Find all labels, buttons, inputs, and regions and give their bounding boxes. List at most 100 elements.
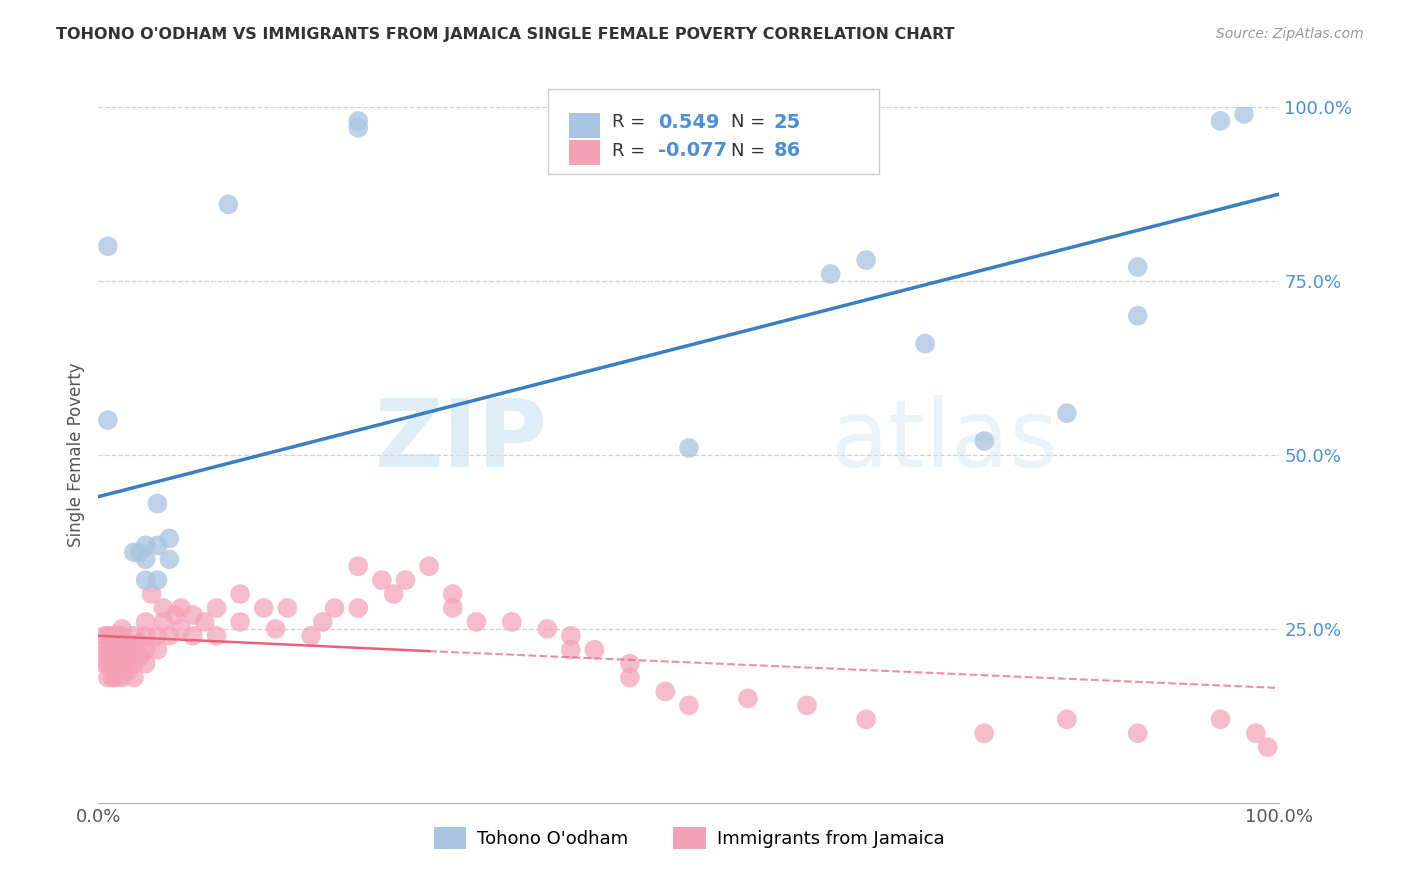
Text: Source: ZipAtlas.com: Source: ZipAtlas.com — [1216, 27, 1364, 41]
Point — [111, 622, 134, 636]
Point — [157, 532, 180, 546]
Point — [394, 573, 416, 587]
Point — [737, 691, 759, 706]
Text: atlas: atlas — [831, 395, 1059, 487]
Point — [111, 629, 134, 643]
Point — [101, 642, 124, 657]
Point — [105, 671, 128, 685]
Point — [1126, 309, 1149, 323]
Point — [276, 601, 298, 615]
Point — [108, 649, 131, 664]
Point — [97, 657, 120, 671]
Point — [619, 657, 641, 671]
Point — [146, 497, 169, 511]
Point — [382, 587, 405, 601]
Point — [165, 607, 187, 622]
Text: N =: N = — [731, 113, 770, 131]
Point — [101, 671, 124, 685]
Point — [146, 538, 169, 552]
Point — [323, 601, 346, 615]
Point — [152, 615, 174, 629]
Point — [501, 615, 523, 629]
Point — [128, 545, 150, 559]
Point — [117, 664, 139, 678]
Point — [253, 601, 276, 615]
Point — [105, 629, 128, 643]
Point — [1233, 107, 1256, 121]
Point — [111, 671, 134, 685]
Point — [117, 636, 139, 650]
Point — [1257, 740, 1279, 755]
Point — [122, 657, 145, 671]
Point — [1056, 406, 1078, 420]
Point — [97, 671, 120, 685]
Point — [135, 642, 157, 657]
Point — [855, 253, 877, 268]
Point — [418, 559, 440, 574]
Point — [97, 413, 120, 427]
Point — [111, 642, 134, 657]
Point — [1126, 260, 1149, 274]
Point — [217, 197, 239, 211]
Point — [117, 649, 139, 664]
Text: ZIP: ZIP — [374, 395, 547, 487]
Point — [1209, 712, 1232, 726]
Point — [205, 629, 228, 643]
Text: R =: R = — [612, 142, 651, 160]
Point — [1244, 726, 1267, 740]
Point — [97, 629, 120, 643]
Point — [181, 607, 204, 622]
Point — [141, 587, 163, 601]
Point — [157, 629, 180, 643]
Point — [135, 629, 157, 643]
Point — [122, 642, 145, 657]
Legend: Tohono O'odham, Immigrants from Jamaica: Tohono O'odham, Immigrants from Jamaica — [426, 820, 952, 856]
Point — [97, 239, 120, 253]
Point — [194, 615, 217, 629]
Point — [111, 657, 134, 671]
Point — [135, 615, 157, 629]
Point — [441, 601, 464, 615]
Text: -0.077: -0.077 — [658, 141, 727, 160]
Text: R =: R = — [612, 113, 651, 131]
Point — [1056, 712, 1078, 726]
Point — [135, 657, 157, 671]
Point — [678, 441, 700, 455]
Point — [820, 267, 842, 281]
Point — [1209, 114, 1232, 128]
Point — [1126, 726, 1149, 740]
Y-axis label: Single Female Poverty: Single Female Poverty — [66, 363, 84, 547]
Point — [101, 657, 124, 671]
Point — [93, 629, 115, 643]
Point — [146, 573, 169, 587]
Point — [108, 636, 131, 650]
Point — [146, 642, 169, 657]
Point — [152, 601, 174, 615]
Point — [98, 642, 121, 657]
Point — [536, 622, 558, 636]
Point — [229, 615, 252, 629]
Text: TOHONO O'ODHAM VS IMMIGRANTS FROM JAMAICA SINGLE FEMALE POVERTY CORRELATION CHAR: TOHONO O'ODHAM VS IMMIGRANTS FROM JAMAIC… — [56, 27, 955, 42]
Point — [135, 573, 157, 587]
Point — [135, 538, 157, 552]
Point — [441, 587, 464, 601]
Point — [371, 573, 394, 587]
Point — [181, 629, 204, 643]
Point — [347, 120, 370, 135]
Text: 25: 25 — [773, 113, 800, 132]
Text: 0.549: 0.549 — [658, 113, 720, 132]
Point — [560, 642, 582, 657]
Point — [796, 698, 818, 713]
Point — [98, 649, 121, 664]
Point — [105, 657, 128, 671]
Point — [128, 636, 150, 650]
Point — [855, 712, 877, 726]
Point — [122, 629, 145, 643]
Point — [678, 698, 700, 713]
Point — [170, 601, 193, 615]
Point — [205, 601, 228, 615]
Point — [973, 726, 995, 740]
Point — [122, 545, 145, 559]
Point — [347, 114, 370, 128]
Point — [93, 642, 115, 657]
